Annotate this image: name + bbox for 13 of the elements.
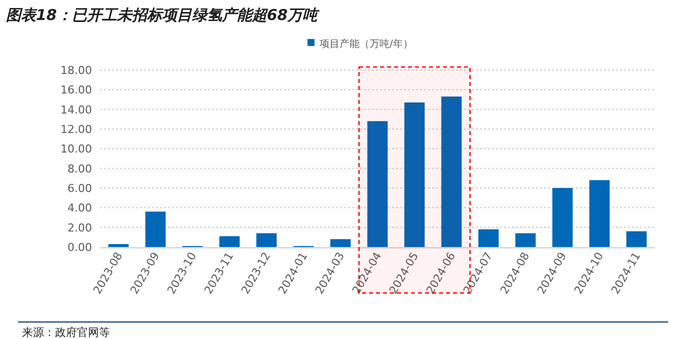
chart-title: 图表18：已开工未招标项目绿氢产能超68万吨 xyxy=(6,6,321,24)
y-tick-label: 10.00 xyxy=(60,142,92,156)
y-tick-label: 16.00 xyxy=(60,84,92,97)
y-tick-label: 6.00 xyxy=(68,182,92,195)
y-tick-label: 4.00 xyxy=(68,202,92,215)
legend-label: 项目产能（万吨/年） xyxy=(320,38,413,50)
y-tick-label: 12.00 xyxy=(60,123,92,136)
source-note: 来源：政府官网等 xyxy=(22,326,110,339)
y-tick-label: 14.00 xyxy=(60,103,92,116)
y-tick-label: 2.00 xyxy=(68,221,92,234)
y-tick-label: 18.00 xyxy=(60,64,92,77)
y-tick-label: 0.00 xyxy=(68,241,92,254)
y-tick-label: 8.00 xyxy=(68,162,92,176)
